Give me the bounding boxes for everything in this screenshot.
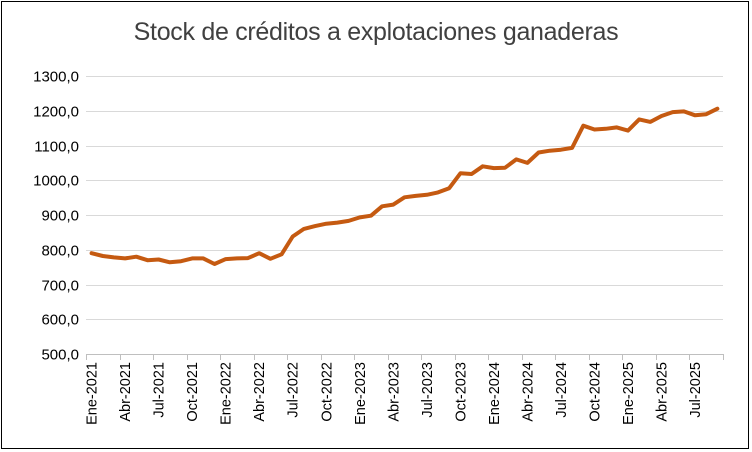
series-line xyxy=(89,106,720,266)
y-tick-label: 600,0 xyxy=(41,312,79,329)
axes xyxy=(86,354,724,360)
y-tick-label: 1000,0 xyxy=(33,173,79,190)
y-tick-label: 1300,0 xyxy=(33,69,79,86)
y-tick-label: 800,0 xyxy=(41,243,79,260)
x-tick-label: Jul-2024 xyxy=(554,362,570,418)
x-tick-label: Ene-2025 xyxy=(621,362,637,425)
y-tick-label: 700,0 xyxy=(41,278,79,295)
series-layer xyxy=(89,106,720,266)
chart-title: Stock de créditos a explotaciones ganade… xyxy=(133,18,619,46)
x-tick-label: Abr-2023 xyxy=(386,362,402,422)
y-tick-label: 500,0 xyxy=(41,347,79,364)
x-tick-label: Ene-2021 xyxy=(85,362,101,425)
x-tick-label: Ene-2023 xyxy=(353,362,369,425)
x-tick-label: Abr-2025 xyxy=(655,362,671,422)
x-axis-tick-labels: Ene-2021 Abr-2021 Jul-2021 Oct-2021 Ene-2022… xyxy=(85,362,704,425)
x-tick-label: Ene-2022 xyxy=(219,362,235,425)
x-tick-label: Oct-2024 xyxy=(587,362,603,422)
gridlines xyxy=(86,76,723,320)
x-tick-label: Jul-2023 xyxy=(420,362,436,418)
x-tick-label: Oct-2021 xyxy=(185,362,201,422)
y-tick-label: 1200,0 xyxy=(33,104,79,121)
y-axis-tick-labels: 500,0 600,0 700,0 800,0 900,0 1000,0 1100,0 120… xyxy=(33,69,79,364)
x-tick-label: Jul-2025 xyxy=(688,362,704,418)
x-tick-label: Oct-2022 xyxy=(319,362,335,422)
y-tick-label: 1100,0 xyxy=(34,139,79,156)
x-tick-label: Oct-2023 xyxy=(453,362,469,422)
x-tick-label: Jul-2021 xyxy=(152,362,168,418)
x-tick-label: Ene-2024 xyxy=(487,362,503,425)
y-tick-label: 900,0 xyxy=(41,208,79,225)
x-tick-label: Jul-2022 xyxy=(286,362,302,418)
x-tick-label: Abr-2021 xyxy=(118,362,134,422)
x-tick-label: Abr-2022 xyxy=(252,362,268,422)
x-tick-label: Abr-2024 xyxy=(520,362,536,422)
